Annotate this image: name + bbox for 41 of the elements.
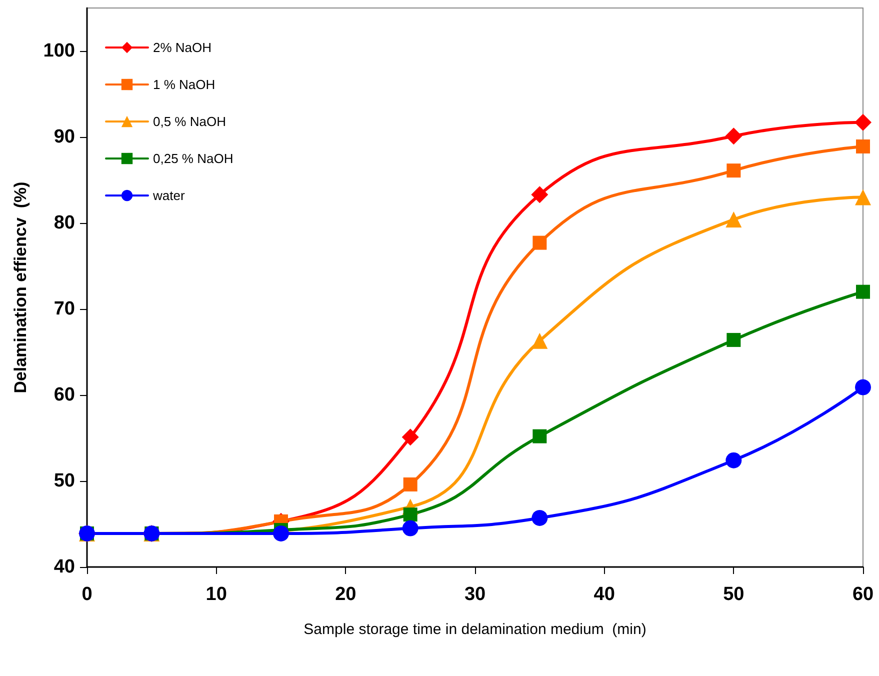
point <box>403 477 418 492</box>
point <box>726 452 742 468</box>
point <box>854 114 872 131</box>
point <box>402 428 419 446</box>
legend-label: 1 % NaOH <box>153 77 216 92</box>
point <box>855 379 871 396</box>
point <box>726 332 741 347</box>
y-tick-label: 50 <box>54 470 75 492</box>
point <box>403 508 418 522</box>
y-tick-label: 90 <box>54 126 75 148</box>
y-tick-label: 80 <box>54 212 75 234</box>
point <box>531 186 548 204</box>
x-tick-label: 10 <box>206 584 227 605</box>
y-tick-label: 70 <box>54 298 75 320</box>
y-axis-title: Delamination effiencv (%) <box>11 182 30 394</box>
point <box>856 139 870 154</box>
point <box>532 510 548 526</box>
x-tick-label: 60 <box>852 584 874 605</box>
point <box>855 189 871 206</box>
point <box>402 520 418 536</box>
x-tick-label: 40 <box>594 584 615 605</box>
legend-label: water <box>152 188 186 203</box>
point <box>725 128 742 145</box>
legend-label: 0,25 % NaOH <box>153 151 234 166</box>
x-tick-label: 30 <box>464 584 486 605</box>
y-tick-label: 40 <box>54 556 75 578</box>
point <box>726 164 741 178</box>
legend-label: 0,5 % NaOH <box>153 114 226 129</box>
point <box>726 212 742 228</box>
point <box>532 429 547 444</box>
x-axis-title: Sample storage time in delamination medium (min) <box>304 621 646 638</box>
point <box>532 236 547 250</box>
point <box>273 525 289 542</box>
legend-label: 2% NaOH <box>153 40 212 55</box>
y-tick-label: 100 <box>43 40 75 62</box>
x-tick-label: 50 <box>723 584 744 605</box>
x-tick-label: 0 <box>82 584 92 605</box>
point <box>856 284 870 299</box>
y-tick-label: 60 <box>54 384 75 406</box>
point <box>532 332 548 349</box>
x-tick-label: 20 <box>335 584 356 605</box>
